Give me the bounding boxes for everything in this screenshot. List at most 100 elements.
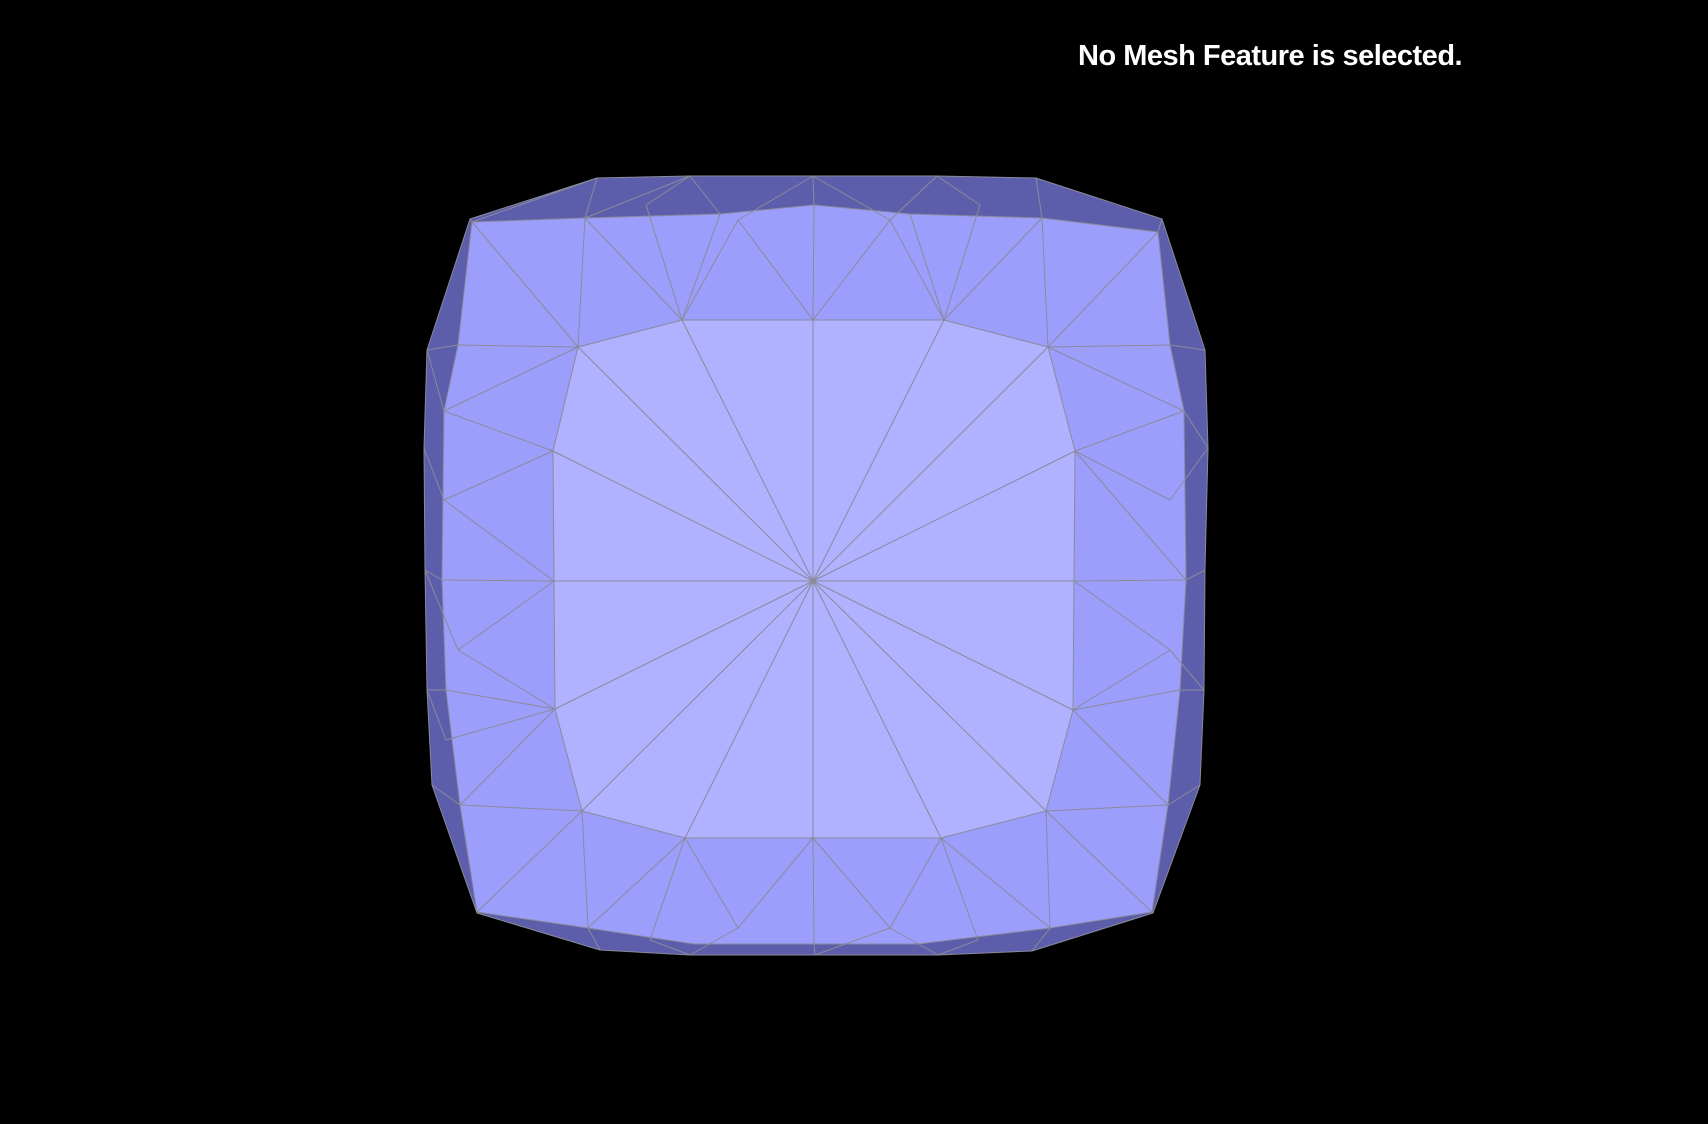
mesh-ring-edge [1074, 450, 1187, 581]
mesh-ring-edge [587, 837, 686, 929]
mesh-ring-edge [457, 344, 579, 348]
mesh-rim-edge [424, 569, 443, 581]
mesh-ring-edge [684, 837, 739, 929]
mesh-rim-edge [1031, 927, 1051, 952]
mesh-rim-edge [1183, 410, 1209, 449]
mesh-rim-edge [426, 344, 459, 351]
mesh-rim-edge [1169, 649, 1205, 691]
mesh-rim-edge [431, 784, 461, 806]
mesh-ring-edge [1074, 450, 1171, 501]
mesh-rim-edge [889, 927, 939, 956]
mesh-ring-edge [443, 450, 554, 501]
mesh-fan-edge [812, 450, 1076, 582]
mesh-ring-edge [1073, 580, 1171, 651]
mesh-rim-edge [649, 939, 691, 956]
mesh-rim-edge [737, 175, 814, 221]
mesh-ring-edge [943, 204, 981, 321]
mesh-ring-edge [1072, 709, 1169, 806]
mesh-rim-edge [1157, 218, 1163, 233]
mesh-ring-edge [943, 217, 1043, 321]
mesh-ring-edge [909, 213, 945, 321]
mesh-rim-edge [423, 447, 445, 501]
mesh-rim-edge [812, 175, 891, 221]
mesh-rim-edge [424, 569, 459, 651]
mesh-rim-edge [426, 689, 447, 741]
mesh-fan-edge [554, 580, 814, 710]
mesh-ring-edge [1045, 810, 1153, 913]
mesh-ring-edge [812, 837, 815, 945]
mesh-ring-edge [476, 810, 583, 913]
mesh-rim-edge [812, 175, 815, 206]
mesh-rim-edge [813, 943, 816, 956]
mesh-ring-edge [441, 579, 555, 582]
mesh-fan-edge [684, 580, 814, 839]
mesh-rim-edge [936, 175, 981, 206]
mesh-rim-edge [814, 927, 891, 956]
mesh-rim-edge [584, 175, 691, 219]
mesh-ring-edge [649, 837, 686, 941]
mesh-rim-edge [587, 927, 601, 951]
status-message: No Mesh Feature is selected. [1078, 40, 1463, 72]
mesh-ring-edge [1047, 231, 1159, 348]
mesh-rim-edge [645, 175, 691, 206]
mesh-rim-edge [469, 218, 473, 223]
mesh-ring-edge [737, 837, 814, 929]
mesh-ring-edge [445, 708, 556, 741]
mesh-ring-edge [812, 837, 891, 929]
mesh-rim-edge [471, 177, 598, 223]
mesh-ring-edge [737, 219, 814, 321]
mesh-ring-edge [1045, 810, 1051, 929]
mesh-ring-edge [1073, 579, 1187, 582]
mesh-rim-edge [689, 927, 739, 956]
mesh-ring-edge [645, 204, 683, 321]
mesh-ring-edge [812, 204, 815, 321]
mesh-rim-edge [1169, 344, 1206, 351]
mesh-ring-edge [457, 580, 555, 651]
mesh-ring-edge [889, 837, 942, 929]
mesh-ring-edge [1072, 689, 1181, 711]
mesh-ring-edge [940, 837, 1051, 929]
mesh-fan-edge [812, 319, 945, 582]
mesh-ring-edge [812, 219, 891, 321]
mesh-ring-edge [1074, 410, 1185, 452]
mesh-fan-edge [812, 580, 942, 839]
mesh-ring-edge [889, 219, 945, 321]
mesh-rim-edge [584, 177, 598, 219]
mesh-ring-edge [459, 804, 583, 812]
mesh-ring-edge [681, 213, 721, 321]
mesh-rim-edge [1151, 911, 1154, 914]
mesh-ring-edge [577, 217, 586, 348]
mesh-ring-edge [1047, 344, 1171, 348]
mesh-rim-edge [689, 175, 721, 215]
mesh-rim-edge [1169, 447, 1209, 501]
mesh-ring-edge [443, 346, 579, 412]
mesh-ring-edge [445, 689, 556, 710]
mesh-fan-edge [577, 346, 814, 582]
mesh-ring-edge [459, 708, 556, 806]
mesh-fan-edge [812, 346, 1049, 582]
mesh-fan-edge [552, 450, 814, 582]
mesh-ring-edge [443, 499, 555, 582]
mesh-fan-edge [812, 580, 1074, 711]
mesh-ring-edge [457, 649, 556, 710]
mesh-fan-edge [581, 580, 814, 812]
mesh-ring-edge [581, 810, 589, 929]
mesh-ring-edge [1072, 649, 1171, 711]
mesh-rim-edge [1167, 784, 1201, 806]
mesh-rim-edge [937, 939, 979, 956]
mesh-rim-edge [426, 349, 445, 412]
mesh-rim-edge [1185, 569, 1206, 581]
mesh-ring-edge [681, 219, 739, 321]
mesh-fan-edge [812, 580, 1047, 812]
mesh-ring-edge [1041, 217, 1049, 348]
mesh-ring-edge [471, 221, 579, 348]
mesh-fan-edge [681, 319, 814, 582]
mesh-rim-edge [889, 175, 938, 221]
mesh-rim-edge [1035, 177, 1043, 219]
mesh-ring-edge [1045, 804, 1169, 812]
mesh-ring-edge [443, 410, 554, 452]
mesh-ring-edge [940, 837, 979, 941]
mesh-ring-edge [1047, 346, 1185, 412]
